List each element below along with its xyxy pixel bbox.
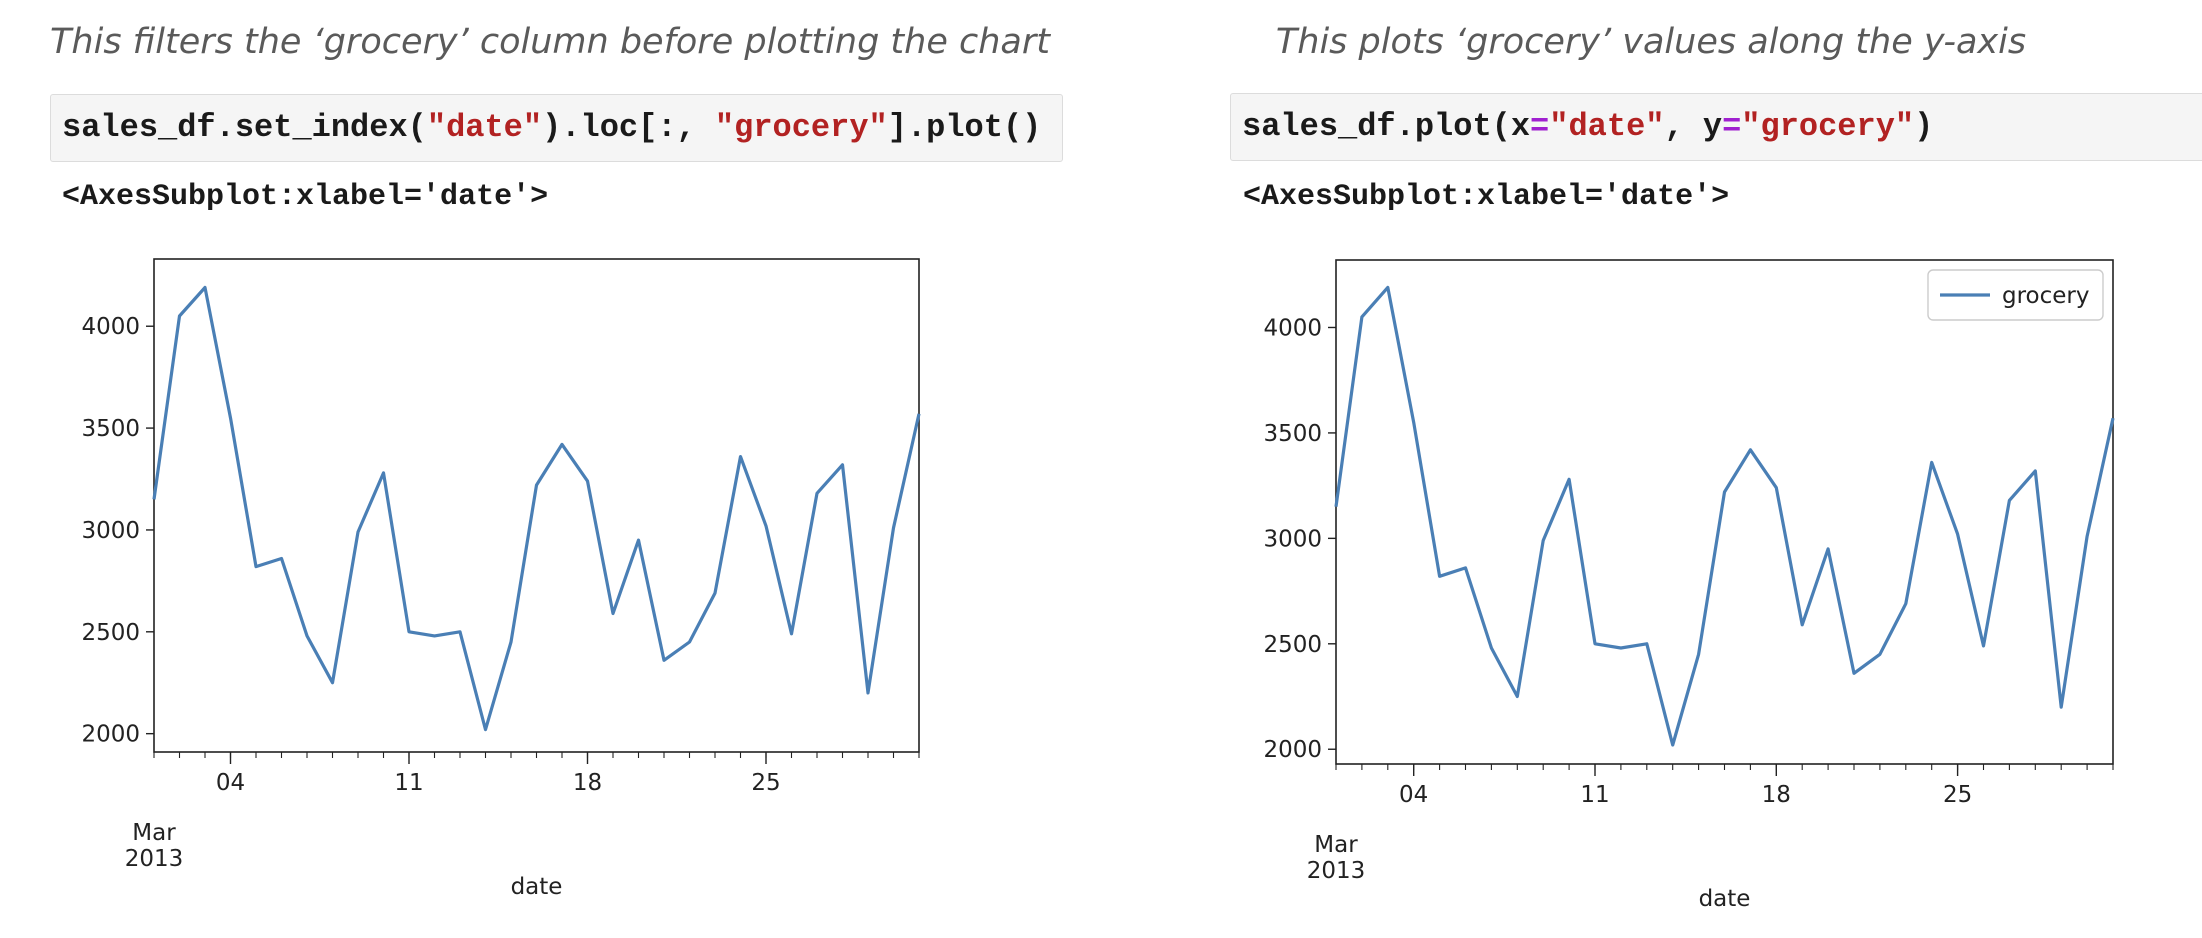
x-tick-label: 18 [1762,782,1791,808]
code-token: ) [1914,108,1934,145]
x-axis-label: date [511,874,563,900]
x-year-label: 2013 [1307,858,1366,884]
y-tick-label: 2000 [1263,737,1322,763]
series-line [152,285,921,732]
plot-frame [1335,259,2114,765]
left-code-cell[interactable]: sales_df.set_index("date").loc[:, "groce… [50,94,1063,162]
right-code-cell[interactable]: sales_df.plot(x="date", y="grocery") [1230,93,2202,161]
legend-box [1927,269,2104,321]
series-line [1334,285,2115,747]
code-token: , y [1664,108,1723,145]
x-month-label: Mar [1314,832,1358,858]
left-caption: This filters the ‘grocery’ column before… [50,22,1050,62]
x-tick-label: 11 [1580,782,1609,808]
left-cell-output: <AxesSubplot:xlabel='date'> [62,180,549,214]
code-token: ].plot() [887,109,1042,146]
y-tick-label: 2000 [81,722,140,748]
code-token: = [1530,108,1550,145]
x-axis-label: date [1699,886,1751,912]
y-tick-label: 2500 [81,620,140,646]
plot-frame [153,258,920,753]
x-tick-label: 04 [1399,782,1428,808]
right-cell-output: <AxesSubplot:xlabel='date'> [1243,180,1730,214]
y-tick-label: 2500 [1263,632,1322,658]
x-tick-label: 25 [1943,782,1972,808]
y-tick-label: 4000 [1263,315,1322,341]
code-token: sales_df.set_index( [62,109,427,146]
y-tick-label: 3000 [1263,526,1322,552]
x-month-label: Mar [132,820,176,846]
code-token: ).loc[:, [542,109,715,146]
x-tick-label: 25 [751,770,780,796]
y-tick-label: 3500 [1263,421,1322,447]
right-panel: This plots ‘grocery’ values along the y-… [1100,0,2202,938]
code-token: "date" [1549,108,1665,145]
x-year-label: 2013 [125,846,184,872]
left-panel: This filters the ‘grocery’ column before… [0,0,1100,938]
x-tick-label: 04 [216,770,245,796]
x-tick-label: 11 [394,770,423,796]
code-token: "grocery" [714,109,888,146]
code-token: "grocery" [1741,108,1915,145]
y-tick-label: 4000 [81,314,140,340]
y-tick-label: 3000 [81,518,140,544]
right-caption: This plots ‘grocery’ values along the y-… [1275,22,2027,62]
y-tick-label: 3500 [81,416,140,442]
x-tick-label: 18 [573,770,602,796]
code-token: = [1722,108,1742,145]
code-token: sales_df.plot(x [1242,108,1531,145]
legend-label: grocery [2002,283,2090,309]
code-token: "date" [426,109,543,146]
